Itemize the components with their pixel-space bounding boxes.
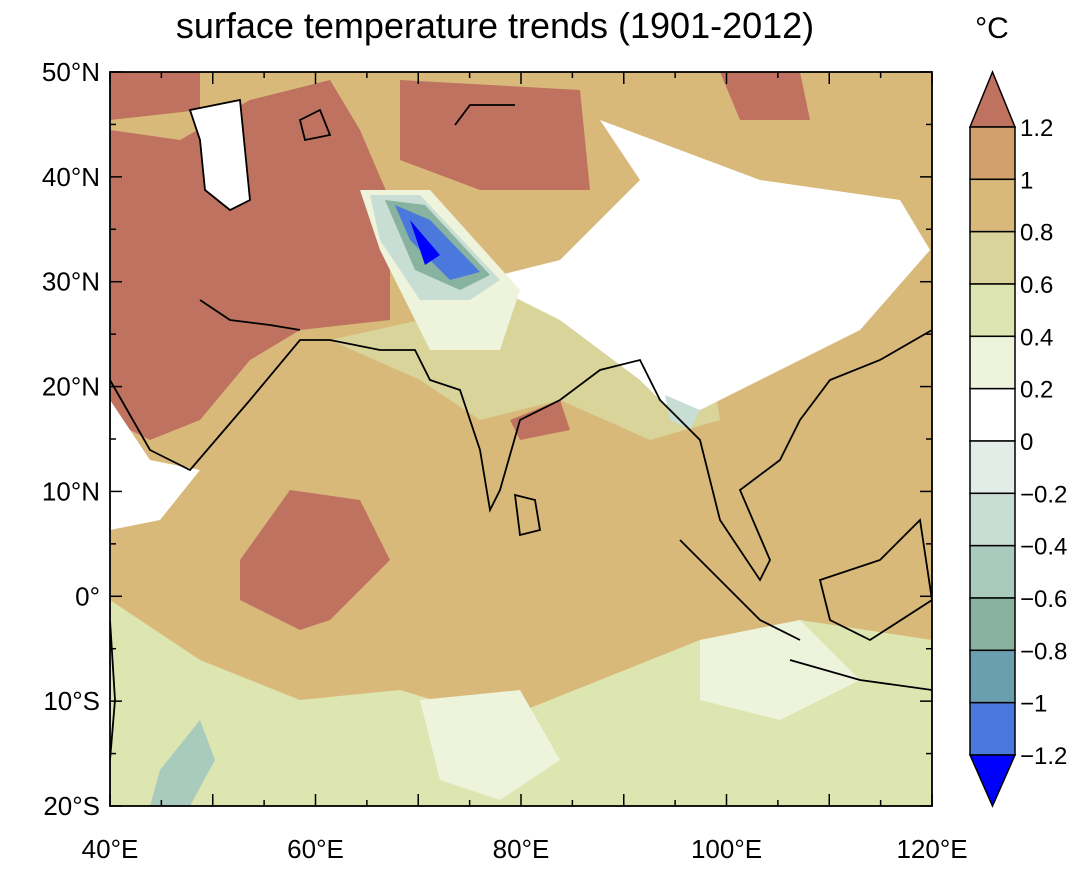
colorbar-box (969, 440, 1016, 495)
field-warm (110, 72, 200, 120)
unit: °C (975, 12, 1009, 45)
colorbar-box (969, 597, 1016, 652)
colorbar-label: −0.8 (1020, 638, 1067, 665)
colorbar-label: 0.6 (1020, 272, 1053, 299)
colorbar-label: 0.2 (1020, 377, 1053, 404)
colorbar-box (969, 230, 1016, 285)
y-tick-label: 20°S (43, 791, 100, 821)
field-patch (420, 690, 560, 800)
field-warm (720, 72, 810, 120)
y-tick-label: 40°N (42, 162, 100, 192)
coastline (789, 659, 932, 691)
colorbar-label: 1.2 (1020, 115, 1053, 142)
field-neutral (110, 400, 200, 530)
x-tick-label: 100°E (691, 834, 762, 864)
colorbar-label: −1.2 (1020, 743, 1067, 770)
field-neutral (480, 120, 930, 420)
colorbar-triangle (968, 754, 1017, 808)
field-cool (665, 395, 700, 430)
x-tick-label: 80°E (493, 834, 550, 864)
field-cool (150, 720, 215, 806)
y-tick-label: 10°N (42, 476, 100, 506)
x-tick-label: 60°E (287, 834, 344, 864)
title: surface temperature trends (1901-2012) (176, 5, 814, 46)
coastline (679, 539, 801, 641)
field-warm (110, 80, 390, 440)
lake (454, 104, 515, 126)
field-patch (700, 620, 860, 720)
x-tick-label: 120°E (896, 834, 967, 864)
colorbar-box (969, 387, 1016, 442)
coastline (818, 518, 932, 642)
colorbar-label: −1 (1020, 691, 1047, 718)
y-tick-label: 10°S (43, 686, 100, 716)
colorbar-box (969, 283, 1016, 338)
colorbar-box (969, 178, 1016, 233)
field-cold (410, 220, 440, 265)
field-warm (400, 80, 590, 190)
colorbar-label: −0.2 (1020, 481, 1067, 508)
colorbar-box (969, 701, 1016, 756)
field-warm (510, 400, 570, 440)
coastline (110, 329, 932, 582)
lake (298, 108, 332, 142)
map-field (110, 72, 932, 806)
colorbar-label: 1 (1020, 167, 1033, 194)
sri-lanka (513, 493, 542, 537)
colorbar-box (969, 492, 1016, 547)
colorbar-box (969, 126, 1016, 181)
y-tick-label: 0° (75, 581, 100, 611)
field-cold (395, 205, 480, 280)
colorbar-label: 0.8 (1020, 220, 1053, 247)
x-tick-label: 40°E (82, 834, 139, 864)
y-tick-label: 30°N (42, 267, 100, 297)
coastline (110, 619, 116, 761)
y-tick-label: 20°N (42, 372, 100, 402)
colorbar-label: −0.4 (1020, 534, 1067, 561)
colorbar-label: 0 (1020, 429, 1033, 456)
colorbar-triangle (968, 70, 1017, 128)
colorbar-label: 0.4 (1020, 324, 1053, 351)
colorbar-box (969, 544, 1016, 599)
y-tick-label: 50°N (42, 57, 100, 87)
colorbar-box (969, 649, 1016, 704)
field-warm (240, 490, 390, 630)
colorbar-label: −0.6 (1020, 586, 1067, 613)
coastline (199, 299, 301, 331)
colorbar-box (969, 335, 1016, 390)
caspian-sea (188, 98, 251, 212)
